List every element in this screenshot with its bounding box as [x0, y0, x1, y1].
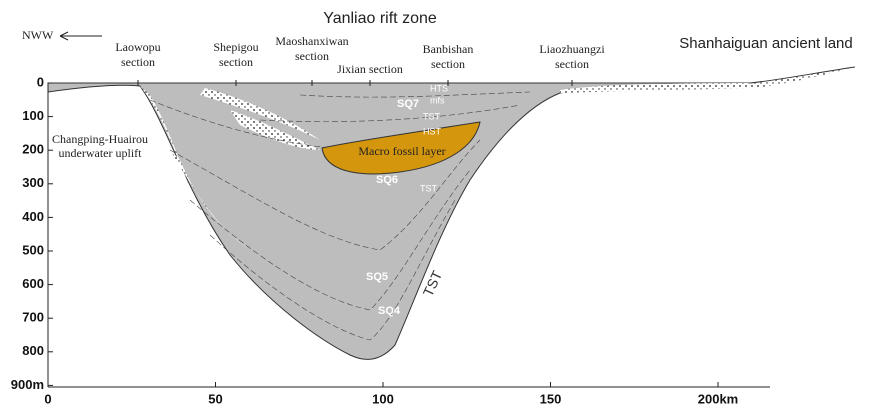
- label: HTS: [430, 83, 448, 93]
- x-tick-label: 100: [372, 391, 394, 406]
- label: mfs: [430, 95, 445, 105]
- section-label: section: [431, 57, 465, 71]
- y-tick-label: 900m: [11, 377, 44, 392]
- direction: NWW: [22, 28, 54, 42]
- land-label: Shanhaiguan ancient land: [679, 35, 852, 52]
- section-label: Banbishan: [423, 42, 474, 56]
- section-label: section: [295, 49, 329, 63]
- label: HST: [423, 126, 442, 136]
- cross-section: Yanliao rift zone NWW Shanhaiguan ancien…: [0, 0, 881, 410]
- label: TST: [423, 111, 441, 121]
- y-tick-label: 800: [22, 343, 44, 358]
- y-tick-label: 400: [22, 209, 44, 224]
- uplift-label: underwater uplift: [59, 146, 143, 160]
- y-tick-label: 500: [22, 242, 44, 257]
- section-label: Laowopu: [115, 40, 160, 54]
- x-tick-label: 150: [540, 391, 562, 406]
- label: SQ4: [378, 305, 401, 317]
- section-label: Maoshanxiwan: [275, 34, 348, 48]
- basin: [48, 83, 750, 359]
- section-label: section: [121, 55, 155, 69]
- section-label: Shepigou: [213, 40, 258, 54]
- section-label: section: [555, 57, 589, 71]
- title: Yanliao rift zone: [323, 10, 437, 27]
- uplift-label: Changping-Huairou: [52, 132, 148, 146]
- fossil-label: Macro fossil layer: [358, 144, 445, 158]
- y-tick-label: 700: [22, 310, 44, 325]
- section-label: Jixian section: [337, 62, 403, 76]
- label: SQ6: [376, 174, 398, 186]
- y-tick-label: 200: [22, 142, 44, 157]
- y-tick-label: 100: [22, 108, 44, 123]
- label: SQ5: [366, 271, 388, 283]
- label: SQ7: [397, 98, 419, 110]
- x-tick-label: 50: [208, 391, 222, 406]
- arrow: [60, 32, 102, 40]
- section-labels: LaowopusectionShepigousectionMaoshanxiwa…: [115, 34, 605, 86]
- section-label: Liaozhuangzi: [539, 42, 605, 56]
- y-tick-label: 300: [22, 175, 44, 190]
- y-tick-label: 600: [22, 276, 44, 291]
- x-tick-label: 200km: [698, 391, 738, 406]
- label: TST: [420, 183, 438, 193]
- x-tick-label: 0: [44, 391, 51, 406]
- section-label: section: [219, 55, 253, 69]
- sand-body: [560, 67, 855, 93]
- y-tick-label: 0: [37, 74, 44, 89]
- land-surface: [750, 67, 855, 83]
